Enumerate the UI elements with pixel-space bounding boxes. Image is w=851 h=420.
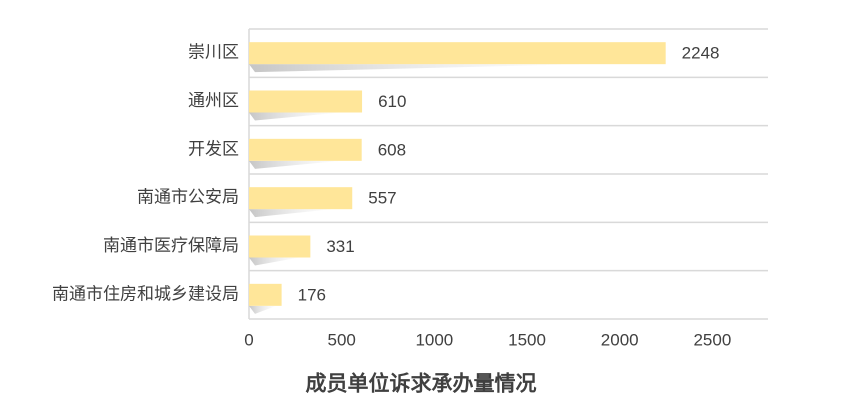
y-tick-label: 开发区	[188, 139, 239, 158]
bar	[249, 187, 353, 210]
y-tick-label: 通州区	[188, 91, 239, 110]
bar-shadow	[249, 207, 353, 218]
value-label: 331	[326, 237, 354, 256]
value-label: 176	[298, 285, 326, 304]
bar-shadow	[249, 303, 282, 314]
x-tick-label: 1000	[415, 330, 453, 349]
bar	[249, 283, 282, 306]
bar-shadow	[249, 62, 666, 73]
y-tick-label: 崇川区	[188, 43, 239, 62]
x-tick-label: 500	[327, 330, 355, 349]
y-tick-label: 南通市公安局	[137, 188, 239, 207]
y-tick-label: 南通市医疗保障局	[103, 236, 239, 255]
bar	[249, 90, 363, 113]
chart-title: 成员单位诉求承办量情况	[306, 372, 537, 396]
value-label: 557	[368, 189, 396, 208]
value-label: 610	[378, 92, 406, 111]
x-tick-label: 2500	[693, 330, 731, 349]
bar-shadow	[249, 158, 362, 169]
x-tick-label: 2000	[601, 330, 639, 349]
x-tick-label: 0	[244, 330, 253, 349]
bar	[249, 138, 362, 161]
bar-shadow	[249, 255, 311, 266]
value-label: 608	[378, 140, 406, 159]
bar	[249, 235, 311, 258]
y-tick-label: 南通市住房和城乡建设局	[52, 284, 239, 303]
x-tick-label: 1500	[508, 330, 546, 349]
bar	[249, 42, 666, 65]
bar-shadow	[249, 110, 363, 121]
value-label: 2248	[682, 44, 720, 63]
